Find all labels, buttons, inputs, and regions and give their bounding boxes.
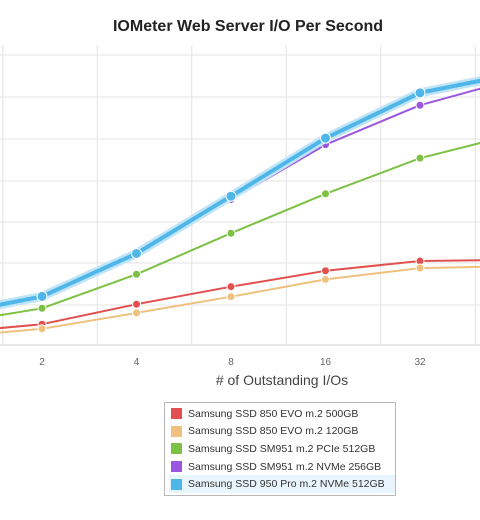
data-point bbox=[414, 87, 426, 99]
data-point bbox=[321, 266, 330, 276]
data-point bbox=[225, 190, 237, 202]
chart-title: IOMeter Web Server I/O Per Second bbox=[112, 18, 384, 35]
series-lines bbox=[0, 76, 480, 334]
grid bbox=[0, 45, 480, 346]
legend-swatch bbox=[171, 443, 182, 455]
legend-swatch bbox=[171, 478, 182, 490]
legend-label: Samsung SSD 850 EVO m.2 500GB bbox=[188, 407, 359, 420]
legend-item-1[interactable]: Samsung SSD 850 EVO m.2 120GB bbox=[171, 423, 395, 441]
legend: Samsung SSD 850 EVO m.2 500GB Samsung SSD… bbox=[164, 402, 396, 496]
x-tick-label: 4 bbox=[134, 357, 140, 368]
series-4 bbox=[0, 76, 480, 310]
data-point bbox=[415, 153, 425, 163]
data-point bbox=[415, 263, 425, 273]
legend-label: Samsung SSD SM951 m.2 PCIe 512GB bbox=[188, 442, 376, 455]
data-point bbox=[321, 274, 330, 284]
series-0 bbox=[0, 256, 480, 330]
legend-label: Samsung SSD SM951 m.2 NVMe 256GB bbox=[188, 460, 382, 473]
x-axis-label: # of Outstanding I/Os bbox=[215, 372, 349, 388]
data-point bbox=[415, 100, 425, 110]
series-line bbox=[0, 265, 480, 334]
x-tick-labels: 2 4 8 16 32 bbox=[39, 357, 426, 368]
data-point bbox=[320, 132, 331, 144]
data-point bbox=[37, 324, 47, 334]
x-tick-label: 32 bbox=[414, 357, 426, 368]
data-point bbox=[131, 247, 142, 259]
data-point bbox=[226, 228, 236, 238]
legend-item-0[interactable]: Samsung SSD 850 EVO m.2 500GB bbox=[171, 405, 395, 423]
data-point bbox=[226, 282, 236, 292]
data-point bbox=[37, 303, 47, 313]
data-point bbox=[132, 299, 141, 309]
legend-swatch bbox=[171, 425, 182, 437]
series-1 bbox=[0, 263, 480, 334]
legend-label: Samsung SSD 950 Pro m.2 NVMe 512GB bbox=[188, 478, 385, 491]
series-line bbox=[0, 259, 480, 330]
x-tick-label: 2 bbox=[39, 357, 45, 368]
legend-swatch bbox=[171, 408, 182, 420]
x-tick-label: 16 bbox=[320, 357, 332, 368]
data-point bbox=[132, 269, 141, 279]
data-point bbox=[132, 308, 141, 318]
legend-label: Samsung SSD 850 EVO m.2 120GB bbox=[188, 425, 359, 438]
data-point bbox=[36, 290, 48, 302]
legend-item-2[interactable]: Samsung SSD SM951 m.2 PCIe 512GB bbox=[171, 440, 395, 458]
legend-item-4[interactable]: Samsung SSD 950 Pro m.2 NVMe 512GB bbox=[169, 475, 395, 493]
x-tick-label: 8 bbox=[228, 357, 234, 368]
series-2 bbox=[0, 142, 480, 317]
legend-item-3[interactable]: Samsung SSD SM951 m.2 NVMe 256GB bbox=[171, 458, 395, 476]
legend-swatch bbox=[171, 461, 182, 473]
data-point bbox=[321, 189, 330, 199]
data-point bbox=[226, 292, 236, 302]
